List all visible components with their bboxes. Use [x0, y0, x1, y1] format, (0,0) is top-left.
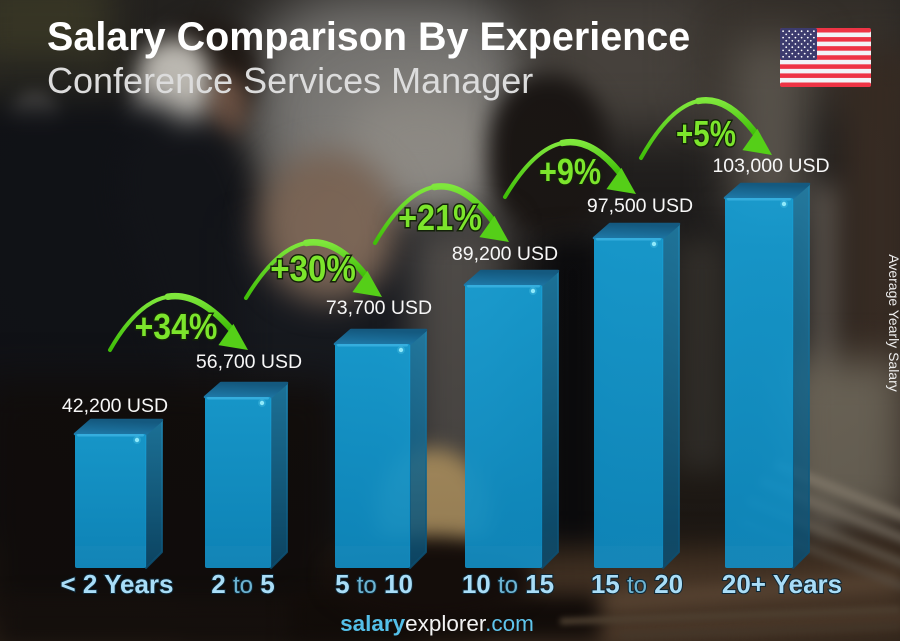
svg-text:56,700 USD: 56,700 USD [196, 351, 302, 373]
svg-text:+9%: +9% [539, 153, 601, 193]
svg-text:2 to 5: 2 to 5 [211, 569, 274, 599]
svg-text:97,500 USD: 97,500 USD [587, 195, 693, 217]
svg-text:Conference Services Manager: Conference Services Manager [47, 60, 533, 101]
svg-text:10 to 15: 10 to 15 [462, 569, 554, 599]
svg-text:+5%: +5% [676, 113, 736, 153]
svg-text:89,200 USD: 89,200 USD [452, 243, 558, 265]
svg-text:42,200 USD: 42,200 USD [62, 395, 168, 417]
svg-text:15 to 20: 15 to 20 [591, 569, 683, 599]
svg-text:+30%: +30% [270, 250, 356, 290]
svg-text:20+ Years: 20+ Years [722, 569, 842, 599]
svg-text:103,000 USD: 103,000 USD [712, 155, 829, 177]
svg-text:73,700 USD: 73,700 USD [326, 297, 432, 319]
svg-text:5 to 10: 5 to 10 [335, 569, 413, 599]
svg-text:+21%: +21% [398, 198, 482, 238]
svg-text:Salary Comparison By Experienc: Salary Comparison By Experience [47, 15, 690, 59]
svg-text:salaryexplorer.com: salaryexplorer.com [340, 611, 534, 636]
svg-text:< 2 Years: < 2 Years [60, 569, 173, 599]
svg-text:+34%: +34% [135, 307, 218, 347]
svg-text:Average Yearly Salary: Average Yearly Salary [886, 254, 900, 392]
